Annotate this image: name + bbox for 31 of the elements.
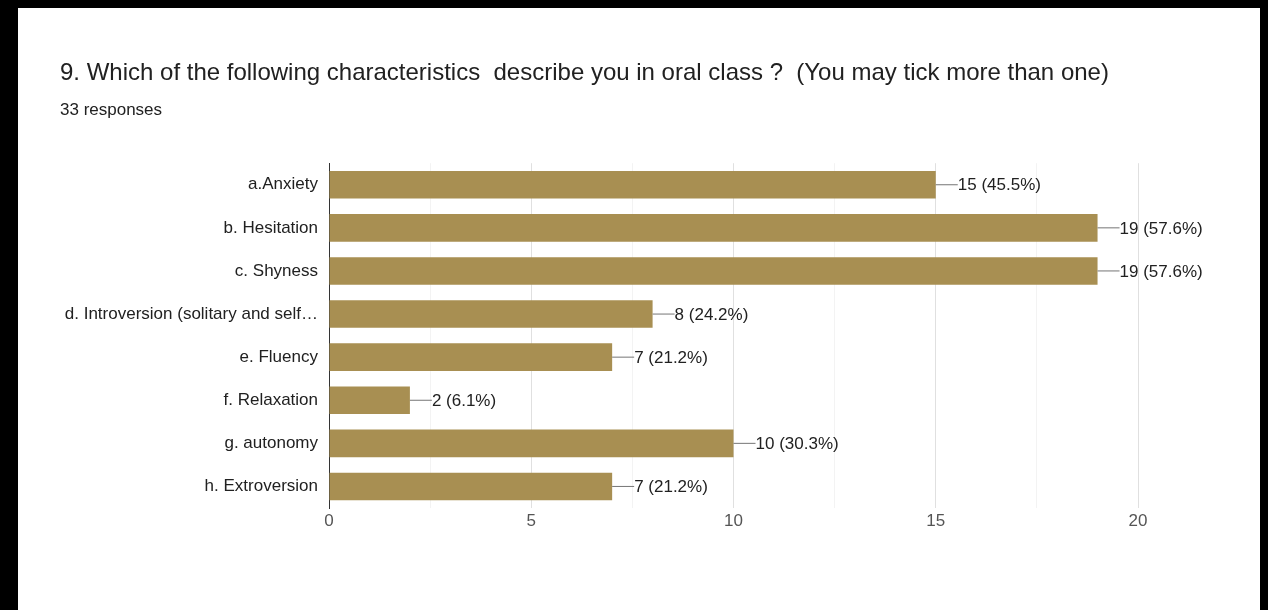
bar: [329, 214, 1098, 242]
bar: [329, 300, 653, 328]
data-label: 19 (57.6%): [1119, 218, 1203, 238]
y-tick-label: g. autonomy: [224, 433, 319, 453]
y-tick-label: b. Hesitation: [223, 217, 318, 237]
text: 33 responses: [60, 100, 163, 120]
y-tick-label: d. Introversion (solitary and self…: [64, 303, 318, 323]
x-tick-label: 5: [526, 510, 536, 530]
y-tick-label: a.Anxiety: [248, 174, 319, 194]
data-label: 19 (57.6%): [1119, 261, 1203, 281]
bar: [329, 170, 936, 199]
bar: [329, 429, 734, 458]
data-label: 2 (6.1%): [431, 390, 497, 410]
x-tick-label: 15: [926, 510, 946, 530]
x-tick-label: 20: [1128, 510, 1148, 530]
data-label: 8 (24.2%): [674, 304, 749, 324]
y-tick-label: h. Extroversion: [204, 476, 318, 496]
y-tick-label: e. Fluency: [239, 346, 319, 366]
data-label: 10 (30.3%): [755, 434, 839, 454]
x-tick-label: 0: [324, 510, 334, 530]
y-tick-label: f. Relaxation: [223, 389, 318, 409]
bar: [329, 386, 410, 415]
data-label: 15 (45.5%): [957, 175, 1041, 195]
y-tick-label: c. Shyness: [234, 260, 318, 280]
data-label: 7 (21.2%): [634, 477, 708, 497]
bar: [329, 257, 1098, 285]
bar: [329, 343, 613, 371]
bar: [329, 472, 613, 501]
data-label: 7 (21.2%): [634, 347, 708, 367]
x-tick-label: 10: [724, 510, 743, 530]
chart-title: 9. Which of the following characteristics describe you in oral class ? (You may tick more than one): [60, 58, 1109, 86]
